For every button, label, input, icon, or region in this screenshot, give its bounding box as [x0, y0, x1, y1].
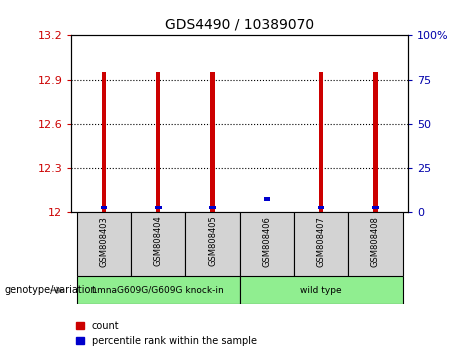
Text: GSM808408: GSM808408: [371, 216, 380, 267]
Bar: [101, 206, 107, 210]
Bar: [264, 197, 270, 201]
Bar: [77, 212, 131, 276]
Bar: [209, 206, 216, 210]
Text: GSM808405: GSM808405: [208, 216, 217, 267]
Text: wild type: wild type: [300, 286, 342, 295]
Bar: [373, 72, 378, 212]
Text: GSM808403: GSM808403: [100, 216, 108, 267]
Bar: [318, 206, 325, 210]
Bar: [156, 72, 160, 212]
Title: GDS4490 / 10389070: GDS4490 / 10389070: [165, 17, 314, 32]
Bar: [131, 212, 185, 276]
Text: LmnaG609G/G609G knock-in: LmnaG609G/G609G knock-in: [92, 286, 224, 295]
Text: genotype/variation: genotype/variation: [5, 285, 97, 295]
Bar: [155, 206, 161, 210]
Bar: [319, 72, 323, 212]
Bar: [77, 276, 240, 304]
Text: GSM808404: GSM808404: [154, 216, 163, 267]
Bar: [240, 276, 402, 304]
Text: GSM808406: GSM808406: [262, 216, 272, 267]
Bar: [185, 212, 240, 276]
Legend: count, percentile rank within the sample: count, percentile rank within the sample: [77, 321, 257, 346]
Bar: [348, 212, 402, 276]
Bar: [240, 212, 294, 276]
Bar: [210, 72, 215, 212]
Bar: [294, 212, 348, 276]
Bar: [372, 206, 378, 210]
Bar: [102, 72, 106, 212]
Text: GSM808407: GSM808407: [317, 216, 325, 267]
